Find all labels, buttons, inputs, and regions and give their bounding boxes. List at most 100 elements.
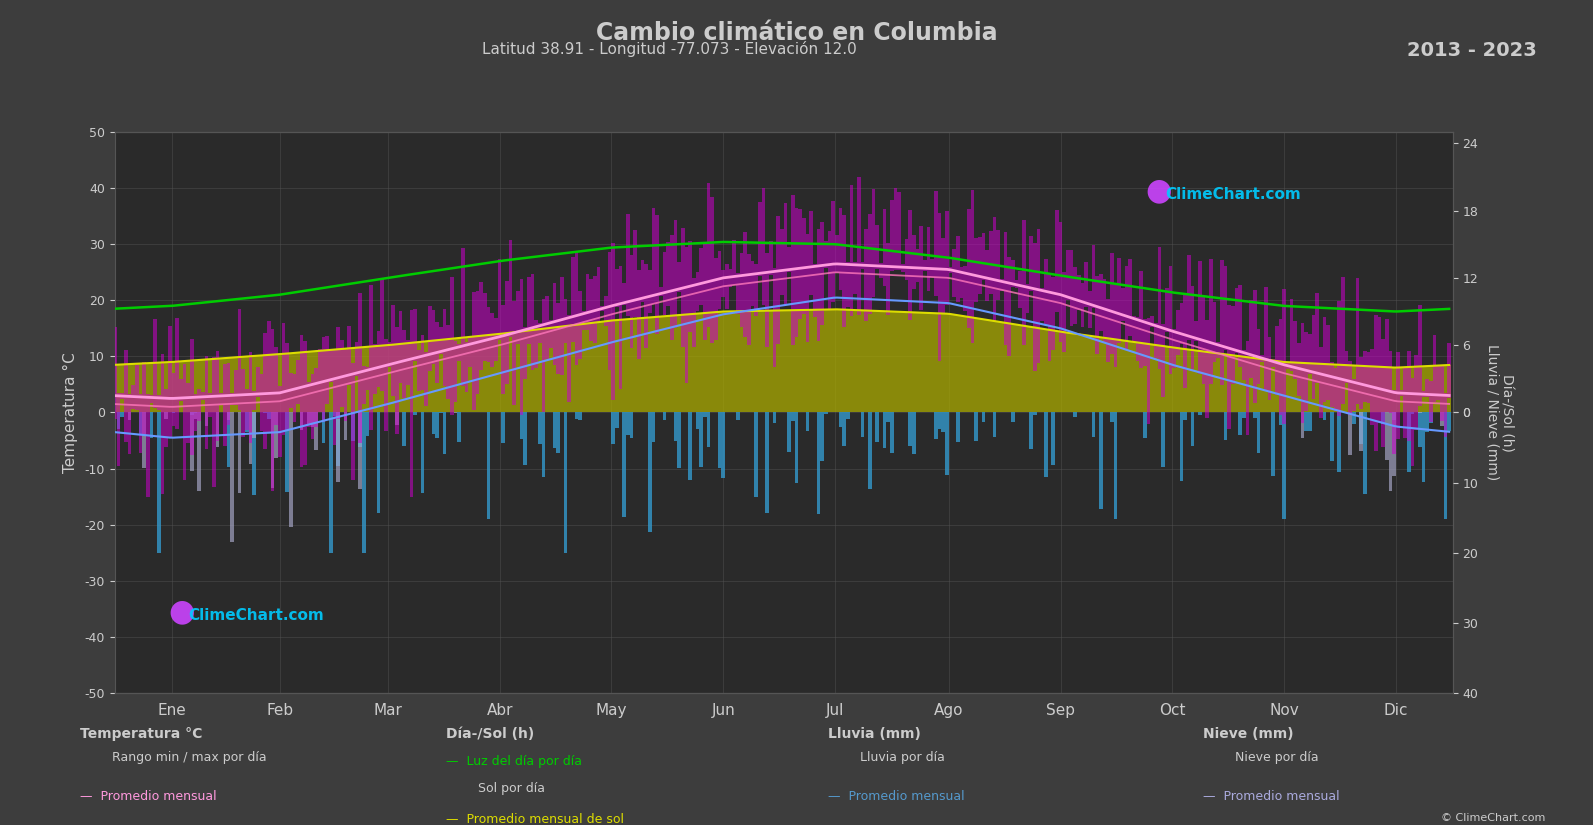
Bar (1136, 342, 1139, 412)
Bar (519, 279, 524, 415)
Bar (1415, 366, 1418, 412)
Bar (817, 229, 820, 342)
Bar (1308, 412, 1311, 431)
Bar (736, 412, 739, 420)
Bar (268, 355, 271, 412)
Bar (905, 312, 908, 412)
Bar (992, 321, 996, 412)
Bar (1300, 363, 1305, 412)
Bar (1381, 367, 1384, 412)
Bar (307, 412, 311, 424)
Text: —  Promedio mensual: — Promedio mensual (80, 790, 217, 804)
Bar (1077, 276, 1080, 310)
Text: © ClimeChart.com: © ClimeChart.com (1440, 813, 1545, 823)
Bar (249, 352, 252, 443)
Bar (1150, 316, 1153, 328)
Bar (1070, 333, 1074, 412)
Bar (150, 412, 153, 438)
Bar (1333, 368, 1338, 411)
Bar (1359, 412, 1364, 444)
Bar (1257, 359, 1260, 412)
Bar (685, 248, 688, 383)
Bar (1330, 362, 1333, 407)
Bar (986, 250, 989, 300)
Bar (1055, 331, 1059, 412)
Bar (761, 187, 765, 304)
Bar (626, 214, 629, 316)
Bar (409, 310, 414, 497)
Bar (1294, 362, 1297, 412)
Bar (1128, 260, 1133, 336)
Bar (198, 389, 201, 421)
Bar (835, 235, 840, 272)
Bar (429, 341, 432, 412)
Bar (1356, 278, 1359, 403)
Bar (1370, 349, 1375, 425)
Bar (970, 318, 975, 412)
Bar (457, 412, 460, 442)
Bar (1249, 358, 1254, 412)
Bar (226, 358, 229, 412)
Bar (832, 200, 835, 302)
Bar (256, 356, 260, 412)
Bar (142, 363, 147, 412)
Bar (992, 217, 996, 321)
Bar (703, 313, 707, 412)
Bar (1327, 364, 1330, 412)
Bar (1198, 351, 1201, 412)
Bar (491, 314, 494, 367)
Text: Lluvia por día: Lluvia por día (860, 752, 945, 765)
Bar (1201, 351, 1206, 412)
Bar (347, 326, 350, 385)
Bar (1432, 365, 1437, 412)
Bar (545, 328, 550, 412)
Bar (311, 374, 314, 439)
Bar (820, 412, 824, 461)
Bar (941, 238, 945, 314)
Bar (959, 266, 964, 298)
Bar (1180, 412, 1184, 482)
Bar (575, 251, 578, 365)
Bar (615, 270, 618, 308)
Bar (1147, 318, 1150, 424)
Bar (981, 233, 986, 280)
Bar (922, 313, 927, 412)
Bar (553, 328, 556, 412)
Bar (502, 304, 505, 394)
Bar (1352, 380, 1356, 411)
Bar (817, 309, 820, 412)
Bar (854, 310, 857, 412)
Bar (403, 343, 406, 412)
Bar (483, 336, 487, 412)
Bar (1375, 315, 1378, 451)
Bar (696, 412, 699, 429)
Bar (1352, 365, 1356, 412)
Bar (178, 361, 183, 412)
Bar (1367, 352, 1370, 403)
Bar (718, 412, 722, 469)
Bar (1023, 326, 1026, 412)
Bar (1418, 366, 1421, 412)
Bar (1426, 379, 1429, 397)
Bar (1102, 338, 1107, 412)
Bar (530, 330, 535, 412)
Bar (792, 412, 795, 421)
Bar (1356, 365, 1359, 412)
Bar (336, 349, 341, 412)
Bar (1212, 353, 1217, 412)
Bar (538, 412, 542, 444)
Bar (652, 412, 655, 442)
Bar (1274, 326, 1279, 395)
Bar (1403, 368, 1407, 437)
Bar (820, 309, 824, 412)
Bar (161, 354, 164, 493)
Bar (886, 412, 890, 422)
Bar (575, 325, 578, 412)
Bar (897, 191, 902, 270)
Bar (1411, 412, 1415, 413)
Bar (1411, 379, 1415, 465)
Bar (432, 341, 435, 412)
Bar (809, 309, 812, 412)
Bar (787, 412, 792, 452)
Bar (274, 412, 277, 459)
